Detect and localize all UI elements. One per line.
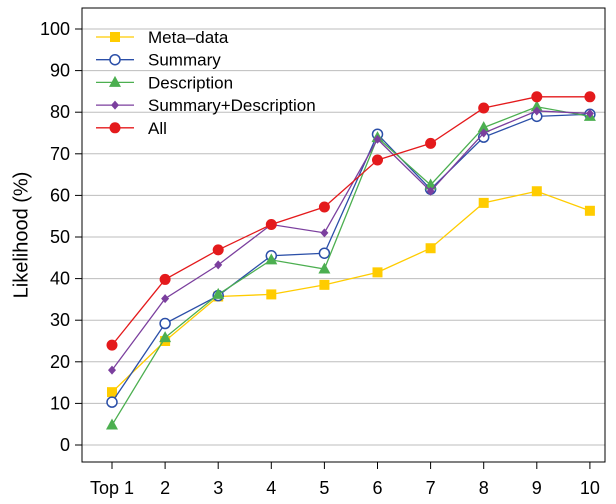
y-tick-label: 10: [50, 393, 70, 413]
legend-label: Meta–data: [148, 28, 229, 47]
data-point: [479, 128, 488, 138]
series-group: [106, 91, 596, 430]
data-point: [212, 244, 224, 256]
data-point: [318, 201, 330, 213]
series-line: [111, 113, 590, 403]
legend-marker: [111, 100, 119, 110]
data-point: [426, 186, 435, 196]
data-point: [106, 396, 118, 408]
legend-item: Description: [96, 73, 233, 92]
data-point: [212, 287, 225, 299]
x-tick-label: 10: [580, 478, 600, 498]
data-point: [584, 91, 596, 103]
x-tick-label: 9: [532, 478, 542, 498]
data-point: [320, 228, 329, 238]
x-tick-label: 3: [213, 478, 223, 498]
x-tick-label: 2: [160, 478, 170, 498]
series-line: [111, 110, 590, 371]
legend-item: Summary+Description: [96, 96, 316, 115]
series-0: [107, 186, 595, 398]
legend-label: Summary+Description: [148, 96, 316, 115]
data-point: [372, 267, 383, 278]
legend-item: Meta–data: [96, 28, 229, 47]
x-tick-label: 5: [319, 478, 329, 498]
y-tick-label: 40: [50, 269, 70, 289]
legend-label: Description: [148, 73, 233, 92]
data-point: [265, 253, 278, 265]
plot-frame: [81, 7, 606, 463]
data-point: [372, 154, 383, 166]
data-point: [318, 247, 331, 259]
data-point: [318, 262, 331, 274]
data-point: [266, 289, 277, 300]
series-2: [106, 100, 596, 430]
x-tick-label: 8: [479, 478, 489, 498]
data-point: [531, 91, 543, 103]
legend-item: All: [96, 119, 167, 138]
data-point: [319, 279, 330, 290]
grid: [82, 28, 605, 446]
data-point: [585, 108, 594, 118]
legend-label: Summary: [148, 51, 221, 70]
series-4: [106, 91, 596, 351]
data-point: [424, 178, 437, 190]
series-line: [111, 96, 590, 346]
data-point: [530, 100, 543, 112]
data-point: [106, 339, 118, 351]
legend-label: All: [148, 119, 167, 138]
y-tick-label: 70: [50, 144, 70, 164]
y-tick-label: 20: [50, 352, 70, 372]
data-point: [159, 317, 171, 330]
data-point: [159, 273, 171, 285]
x-tick-label: 7: [426, 478, 436, 498]
legend-marker: [110, 32, 120, 42]
y-tick-label: 0: [60, 435, 70, 455]
data-point: [532, 106, 541, 116]
data-point: [478, 102, 490, 114]
y-tick-label: 30: [50, 310, 70, 330]
x-tick-label: 6: [372, 478, 382, 498]
y-tick-label: 60: [50, 185, 70, 205]
y-tick-label: 80: [50, 102, 70, 122]
data-point: [214, 260, 223, 270]
series-line: [111, 190, 591, 393]
y-tick-label: 90: [50, 61, 70, 81]
data-point: [584, 205, 595, 216]
legend-marker: [109, 122, 121, 134]
series-line: [111, 106, 591, 426]
data-point: [425, 243, 436, 254]
x-tick-label: 4: [266, 478, 276, 498]
x-tick-label: Top 1: [90, 478, 134, 498]
data-point: [107, 387, 117, 398]
series-3: [108, 106, 594, 375]
data-point: [159, 331, 172, 343]
legend-item: Summary: [96, 51, 221, 70]
axes: 0 10 20 30 40 50 60 70 80 90 100 Top 1 2 3 4 5 6 7 8 9 10: [40, 7, 606, 498]
y-tick-label: 50: [50, 227, 70, 247]
y-tick-label: 100: [40, 19, 70, 39]
legend-marker: [109, 53, 121, 66]
data-point: [106, 418, 118, 430]
data-point: [531, 186, 542, 197]
data-point: [373, 134, 382, 144]
legend-marker: [109, 75, 121, 87]
data-point: [161, 294, 170, 304]
data-point: [265, 219, 277, 231]
y-axis-title: Likelihood (%): [10, 172, 32, 299]
data-point: [425, 137, 437, 149]
legend: Meta–data Summary Description Summary+Descr…: [96, 28, 316, 138]
data-point: [108, 365, 116, 375]
data-point: [477, 121, 490, 133]
data-point: [478, 197, 489, 208]
